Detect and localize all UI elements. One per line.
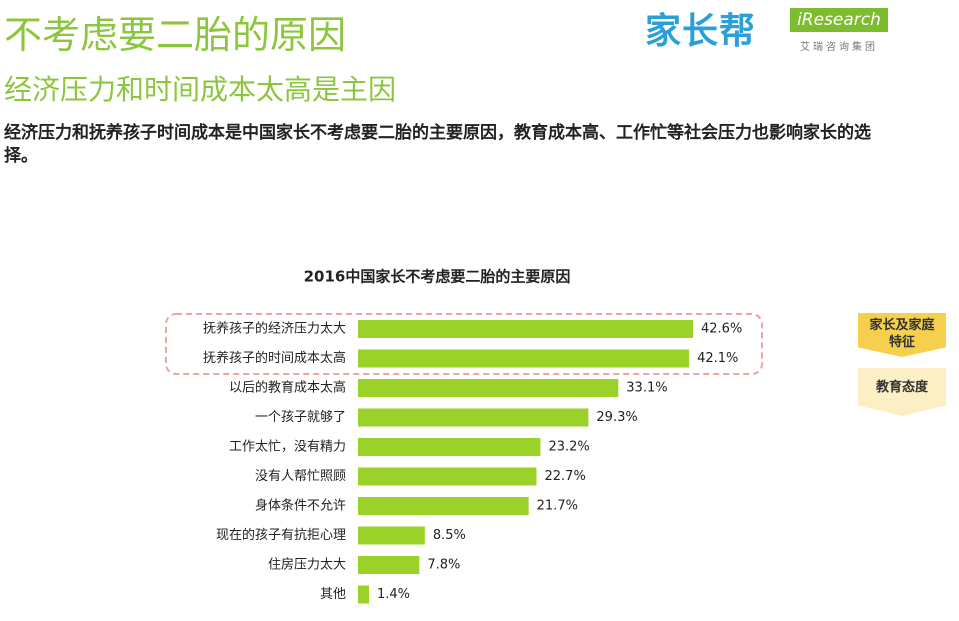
bar [358, 526, 425, 545]
bar [358, 379, 619, 397]
category-label: 抚养孩子的经济压力太大 [203, 321, 346, 337]
category-label: 一个孩子就够了 [255, 410, 346, 425]
value-label: 22.7% [545, 469, 586, 484]
value-label: 29.3% [596, 410, 637, 425]
description: 经济压力和抚养孩子时间成本是中国家长不考虑要二胎的主要原因，教育成本高、工作忙等… [4, 123, 871, 166]
brand-logo: 家长帮 [645, 11, 757, 52]
bar [358, 408, 589, 427]
bar [358, 349, 690, 368]
category-label: 其他 [320, 587, 346, 602]
bar [358, 467, 537, 486]
value-label: 8.5% [433, 528, 466, 543]
bar [358, 497, 529, 515]
category-label: 身体条件不允许 [255, 498, 346, 514]
category-label: 住房压力太大 [268, 557, 346, 573]
value-label: 21.7% [537, 499, 578, 514]
category-label: 工作太忙，没有精力 [229, 440, 346, 455]
bar [358, 585, 370, 604]
category-label: 以后的教育成本太高 [229, 380, 346, 396]
bar [358, 320, 693, 338]
value-label: 1.4% [377, 587, 410, 602]
value-label: 7.8% [427, 558, 460, 573]
category-tag: 家长及家庭特征 [858, 313, 946, 357]
bar [358, 438, 541, 456]
category-tag: 教育态度 [858, 368, 946, 416]
value-label: 23.2% [548, 440, 589, 455]
value-label: 42.1% [697, 351, 738, 366]
slide-title: 不考虑要二胎的原因 [4, 13, 347, 57]
partner-subtitle: 艾瑞咨询集团 [800, 42, 878, 53]
slide-subtitle: 经济压力和时间成本太高是主因 [4, 73, 397, 106]
partner-logo: iResearch [790, 8, 888, 32]
category-label: 没有人帮忙照顾 [255, 469, 346, 484]
value-label: 33.1% [626, 381, 667, 396]
highlight-box [165, 313, 763, 375]
category-label: 抚养孩子的时间成本太高 [203, 350, 346, 366]
category-label: 现在的孩子有抗拒心理 [216, 527, 346, 543]
chart-title: 2016中国家长不考虑要二胎的主要原因 [304, 268, 571, 286]
value-label: 42.6% [701, 322, 742, 337]
bar [358, 556, 420, 574]
